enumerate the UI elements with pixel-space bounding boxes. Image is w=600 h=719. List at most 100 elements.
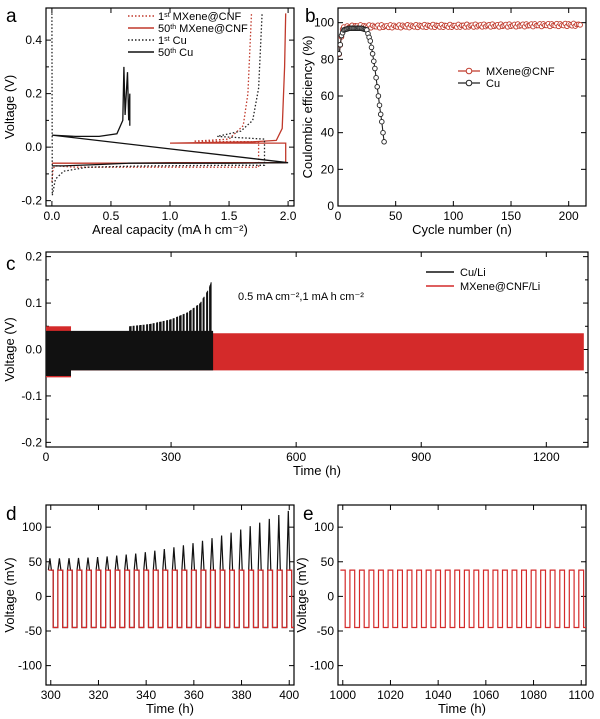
y-axis-label: Voltage (V) (2, 317, 17, 381)
data-point-MXene@CNF (577, 22, 583, 28)
y-tick-label: 0.2 (25, 87, 42, 101)
legend-label: 1st MXene@CNF (158, 11, 242, 23)
x-tick-label: 50 (389, 209, 403, 223)
x-tick-label: 380 (232, 688, 252, 702)
x-tick-label: 600 (286, 450, 306, 464)
plot-frame (337, 504, 587, 686)
legend-label: Cu (486, 78, 500, 90)
data-point-Cu (373, 74, 379, 81)
legend-label: Cu/Li (460, 267, 486, 279)
y-tick-label: 20 (321, 162, 335, 176)
data-point-Cu (338, 41, 344, 48)
x-axis-label: Time (h) (293, 463, 341, 478)
data-point-Cu (338, 51, 342, 57)
y-axis-label: Coulombic efficiency (%) (300, 36, 315, 179)
legend-label: 50th MXene@CNF (158, 23, 248, 35)
series-line-MXene@CNF/Li (340, 569, 586, 629)
data-point-Cu (372, 65, 378, 72)
y-tick-label: -50 (25, 624, 43, 638)
legend-label: MXene@CNF/Li (460, 281, 540, 293)
y-tick-label: -100 (310, 659, 334, 673)
y-axis-label: Voltage (V) (2, 75, 17, 139)
y-tick-label: 0 (327, 199, 334, 213)
x-tick-label: 340 (136, 688, 156, 702)
x-tick-label: 1000 (329, 688, 356, 702)
legend-label: 50th Cu (158, 47, 193, 59)
y-tick-label: 0 (327, 589, 334, 603)
data-point-Cu (377, 111, 384, 118)
y-tick-label: 0.0 (25, 343, 42, 357)
panel-c: 0 300 600 900 1200 -0.2 -0.1 0.0 0.1 0.2 Time (h) V… (2, 250, 589, 478)
x-tick-label: 1100 (568, 688, 594, 702)
series-line-50th-Cu (51, 66, 289, 167)
series-line-1st-MXene@CNF (51, 13, 260, 182)
data-point-Cu (368, 44, 375, 51)
data-point-Cu (371, 58, 377, 64)
x-tick-label: 1020 (377, 688, 404, 702)
x-tick-label: 0.5 (103, 209, 120, 223)
panel-letter: b (305, 6, 316, 27)
x-tick-label: 300 (161, 450, 181, 464)
x-tick-label: 0 (43, 450, 50, 464)
data-point-Cu (367, 38, 374, 44)
y-tick-label: 0.1 (25, 296, 42, 310)
data-point-Cu (374, 84, 380, 90)
x-axis-label: Time (h) (438, 701, 486, 716)
x-tick-label: 1.5 (221, 209, 238, 223)
data-point-Cu (375, 93, 382, 99)
y-tick-label: 80 (321, 52, 335, 66)
plot-frame (45, 7, 295, 207)
x-tick-label: 1.0 (162, 209, 179, 223)
data-point-Cu (380, 129, 386, 136)
panel-letter: d (6, 504, 17, 525)
y-tick-label: -0.1 (21, 389, 42, 403)
data-point-Cu (376, 102, 383, 108)
annotation-current-density: 0.5 mA cm⁻²,1 mA h cm⁻² (238, 291, 364, 303)
legend-label: 1st Cu (158, 35, 187, 47)
x-tick-label: 2.0 (280, 209, 297, 223)
x-tick-label: 900 (411, 450, 431, 464)
x-tick-label: 1080 (520, 688, 547, 702)
x-tick-label: 100 (443, 209, 463, 223)
legend-label: MXene@CNF (486, 66, 555, 78)
x-axis-label: Cycle number (n) (412, 222, 512, 237)
data-point-Cu (381, 139, 387, 145)
y-tick-label: 50 (321, 555, 335, 569)
y-tick-label: 0 (35, 589, 42, 603)
x-tick-label: 400 (279, 688, 299, 702)
x-tick-label: 0.0 (44, 209, 61, 223)
x-tick-label: 150 (501, 209, 521, 223)
y-tick-label: 50 (29, 555, 43, 569)
x-tick-label: 360 (184, 688, 204, 702)
y-axis-label: Voltage (mV) (2, 557, 17, 632)
legend-marker (465, 79, 473, 87)
series-line-1st-Cu (51, 13, 266, 196)
y-tick-label: 0.0 (25, 140, 42, 154)
y-tick-label: 100 (314, 520, 334, 534)
panel-letter: a (6, 6, 17, 27)
y-tick-label: -100 (18, 659, 42, 673)
data-point-Cu (369, 51, 376, 57)
series-line-MXene@CNF/Li (48, 569, 294, 629)
y-tick-label: 60 (321, 89, 335, 103)
x-axis-label: Areal capacity (mA h cm⁻²) (92, 222, 248, 237)
y-axis-label: Voltage (mV) (294, 557, 309, 632)
x-tick-label: 320 (88, 688, 108, 702)
x-tick-label: 1060 (472, 688, 499, 702)
y-tick-label: 100 (22, 520, 42, 534)
x-tick-label: 200 (559, 209, 579, 223)
y-tick-label: 0.2 (25, 250, 42, 264)
y-tick-label: 100 (314, 16, 334, 30)
y-tick-label: -50 (317, 624, 335, 638)
series-line-Cu/Li (46, 282, 214, 376)
x-tick-label: 0 (335, 209, 342, 223)
x-tick-label: 1040 (425, 688, 452, 702)
y-tick-label: -0.2 (21, 194, 42, 208)
legend-marker (465, 67, 473, 75)
y-tick-label: 40 (321, 126, 335, 140)
panel-letter: c (6, 254, 16, 275)
data-point-Cu (379, 118, 385, 125)
